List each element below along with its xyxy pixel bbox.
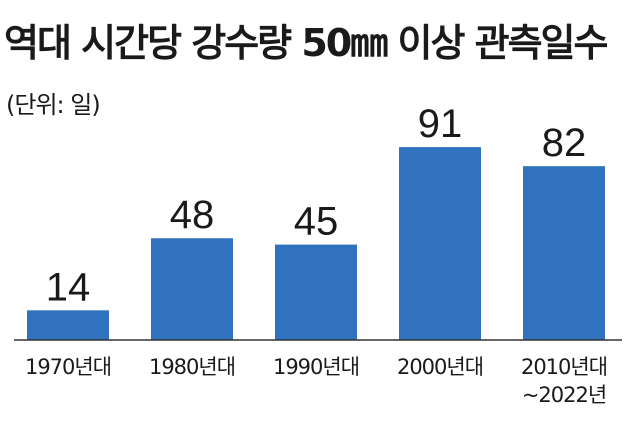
data-label-4: 82 bbox=[542, 121, 587, 165]
category-label-4-line-1: ~2022년 bbox=[522, 383, 606, 407]
unit-label: (단위: 일) bbox=[6, 91, 101, 119]
category-label-3: 2000년대 bbox=[397, 355, 483, 379]
data-label-2: 45 bbox=[294, 200, 339, 244]
data-label-0: 14 bbox=[46, 265, 91, 309]
category-label-0: 1970년대 bbox=[25, 355, 111, 379]
bar-0 bbox=[27, 310, 109, 340]
bar-4 bbox=[523, 166, 605, 340]
bar-3 bbox=[399, 147, 481, 340]
data-label-3: 91 bbox=[418, 102, 463, 146]
bar-1 bbox=[151, 238, 233, 340]
data-label-1: 48 bbox=[170, 193, 215, 237]
category-label-2: 1990년대 bbox=[273, 355, 359, 379]
category-label-4-line-0: 2010년대 bbox=[521, 355, 607, 379]
category-label-1: 1980년대 bbox=[149, 355, 235, 379]
chart-title: 역대 시간당 강수량 50㎜ 이상 관측일수 bbox=[4, 21, 608, 65]
bar-2 bbox=[275, 244, 357, 340]
